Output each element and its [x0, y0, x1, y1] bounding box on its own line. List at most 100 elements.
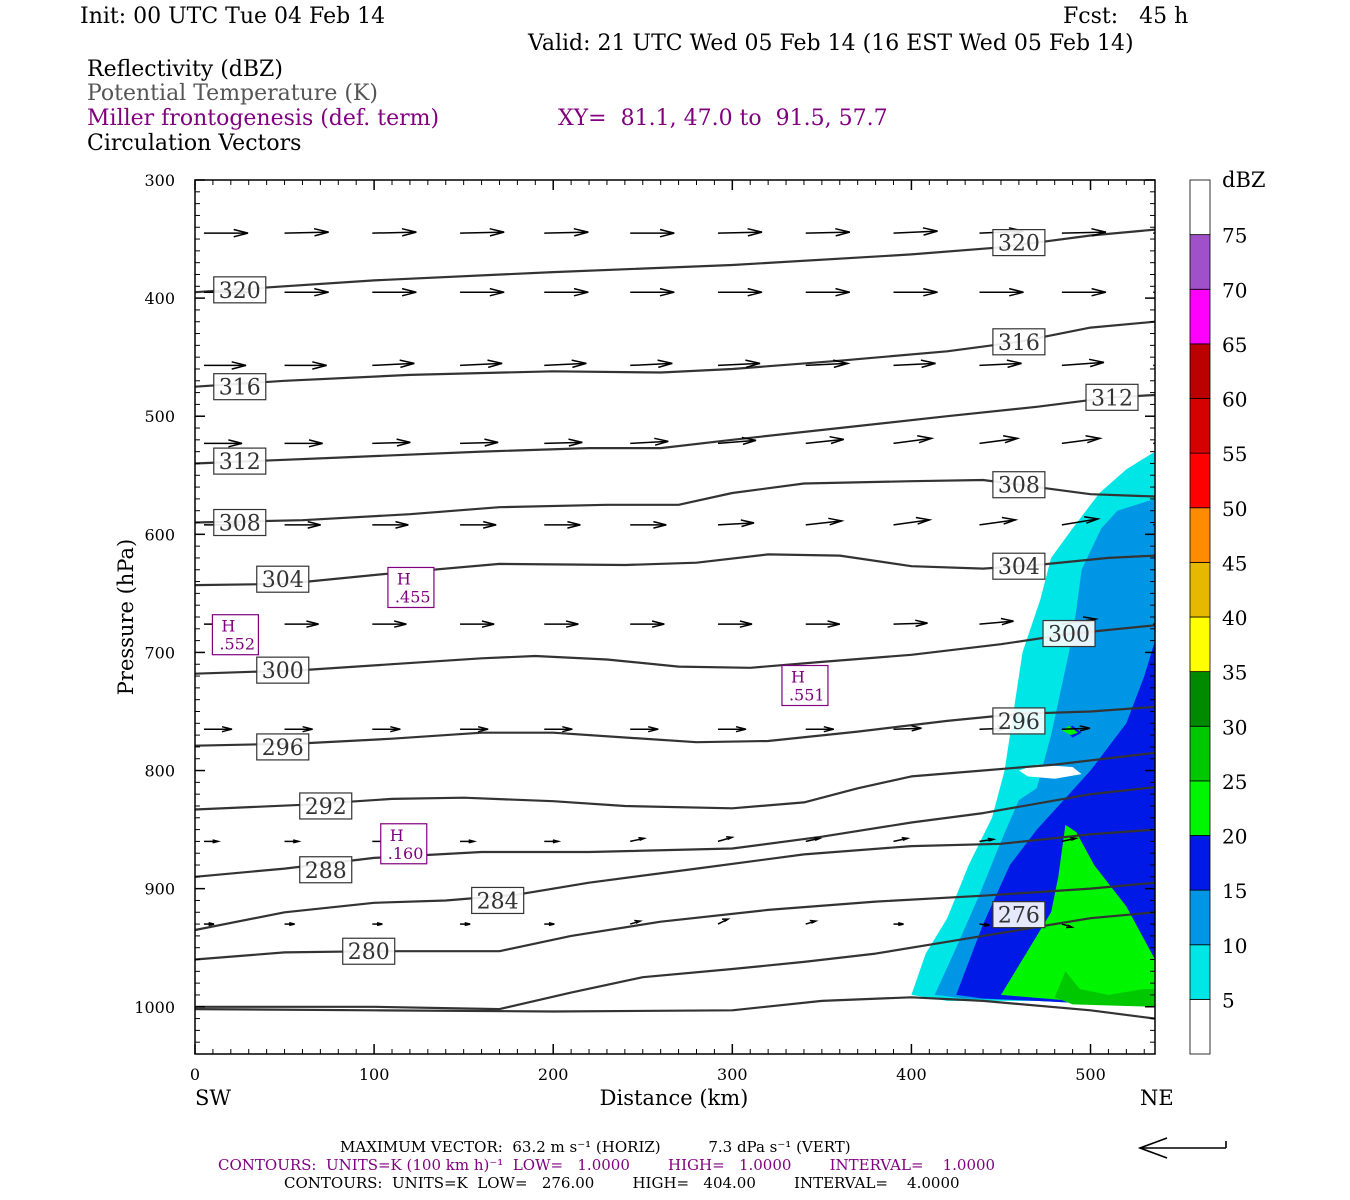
y-tick-label: 500 — [144, 407, 175, 426]
field-reflectivity: Reflectivity (dBZ) — [87, 57, 283, 82]
axes: 300 400 500 600 700 800 900 1000 0 100 200 300 400 50… — [134, 171, 1155, 1084]
circulation-vector — [1153, 728, 1155, 730]
circulation-vector — [372, 227, 417, 237]
circulation-vector — [203, 439, 243, 448]
circulation-vector — [544, 921, 555, 927]
circulation-vector — [284, 921, 295, 927]
y-tick-label: 600 — [144, 525, 175, 544]
svg-text:308: 308 — [998, 474, 1040, 499]
circulation-vector — [805, 836, 823, 843]
x-tick-label: 100 — [359, 1065, 390, 1084]
circulation-vector — [372, 359, 415, 369]
theta-label-300: 300 — [1042, 619, 1096, 648]
colorbar-segment — [1189, 561, 1211, 618]
x-tick-label: 400 — [896, 1065, 927, 1084]
circulation-vector — [805, 435, 844, 445]
circulation-vector — [460, 921, 471, 927]
theta-label-312: 312 — [213, 447, 267, 475]
circulation-vector — [203, 921, 215, 927]
theta-label-300: 300 — [256, 656, 310, 684]
theta-label-304: 304 — [992, 552, 1046, 580]
maximum-vector-note: MAXIMUM VECTOR: 63.2 m s⁻¹ (HORIZ) 7.3 d… — [340, 1138, 851, 1156]
svg-text:316: 316 — [998, 331, 1040, 356]
svg-text:320: 320 — [219, 279, 261, 304]
circulation-vector — [460, 438, 499, 447]
circulation-vector — [284, 520, 321, 529]
x-start-label: SW — [195, 1086, 231, 1110]
circulation-vector — [805, 359, 851, 369]
colorbar-segment — [1189, 944, 1211, 1000]
circulation-vector — [805, 919, 819, 925]
svg-text:296: 296 — [998, 710, 1040, 735]
colorbar-tick-label: 55 — [1222, 442, 1247, 466]
x-tick-label: 200 — [538, 1065, 569, 1084]
cross-section-endpoints: XY= 81.1, 47.0 to 91.5, 57.7 — [558, 106, 888, 131]
circulation-vector — [1153, 523, 1155, 526]
circulation-vector — [630, 287, 675, 297]
circulation-vector — [372, 921, 383, 927]
theta-contour-note: CONTOURS: UNITS=K LOW= 276.00 HIGH= 404.… — [284, 1174, 960, 1192]
circulation-vector — [1061, 836, 1079, 843]
colorbar-tick-label: 30 — [1222, 715, 1247, 739]
svg-text:296: 296 — [262, 736, 304, 761]
circulation-vector — [1061, 435, 1103, 445]
circulation-vector — [1153, 364, 1155, 367]
circulation-vector — [805, 725, 834, 733]
circulation-vector — [630, 620, 665, 628]
x-tick-label: 500 — [1075, 1065, 1106, 1084]
theta-label-320: 320 — [992, 228, 1046, 257]
circulation-vector — [893, 725, 922, 732]
svg-text:H: H — [221, 617, 235, 636]
circulation-vector — [893, 921, 904, 927]
theta-label-308: 308 — [213, 508, 267, 537]
reflectivity-region-25dbz — [1054, 971, 1155, 1007]
svg-text:304: 304 — [998, 555, 1040, 580]
colorbar-segment — [1189, 725, 1211, 782]
svg-text:288: 288 — [305, 859, 347, 884]
theta-label-296: 296 — [256, 733, 310, 761]
svg-text:.551: .551 — [789, 686, 825, 705]
circulation-vector — [460, 620, 495, 628]
y-tick-label: 700 — [144, 643, 175, 662]
reflectivity-region-20dbz — [1001, 824, 1155, 1001]
svg-text:.160: .160 — [388, 844, 424, 863]
circulation-vector — [805, 517, 845, 526]
circulation-vector — [979, 837, 997, 843]
colorbar-segment — [1189, 343, 1211, 399]
colorbar-tick-label: 40 — [1222, 606, 1247, 630]
circulation-vector — [630, 725, 659, 733]
circulation-vector — [284, 439, 323, 448]
circulation-vector — [805, 620, 840, 628]
circulation-vector — [1061, 358, 1105, 368]
colorbar-tick-label: 15 — [1222, 879, 1247, 903]
svg-text:284: 284 — [477, 889, 519, 914]
circulation-vector — [544, 725, 573, 733]
theta-label-288: 288 — [299, 856, 353, 884]
reflectivity-region-20dbz — [1061, 725, 1078, 736]
svg-text:H: H — [791, 668, 805, 687]
colorbar-label: dBZ — [1222, 168, 1265, 192]
circulation-vector — [544, 438, 583, 447]
circulation-vector — [544, 620, 579, 628]
circulation-vector — [284, 361, 327, 370]
colorbar-segment — [1189, 780, 1211, 836]
x-tick-label: 300 — [717, 1065, 748, 1084]
svg-text:320: 320 — [998, 232, 1040, 257]
theta-label-276: 276 — [992, 901, 1046, 929]
y-tick-label: 900 — [144, 880, 175, 899]
colorbar-segment — [1189, 889, 1211, 946]
theta-label-308: 308 — [992, 471, 1046, 499]
colorbar-tick-label: 25 — [1222, 770, 1247, 794]
svg-text:276: 276 — [998, 904, 1040, 929]
circulation-vector — [630, 359, 673, 369]
reference-vector-icon — [1137, 1137, 1227, 1159]
colorbar-tick-label: 75 — [1222, 224, 1247, 248]
svg-text:312: 312 — [219, 450, 261, 475]
y-tick-label: 1000 — [134, 998, 175, 1017]
circulation-vector — [717, 227, 763, 237]
colorbar-segment — [1189, 398, 1211, 454]
theta-label-320: 320 — [213, 276, 267, 304]
svg-text:308: 308 — [219, 512, 261, 537]
svg-text:292: 292 — [305, 795, 347, 820]
